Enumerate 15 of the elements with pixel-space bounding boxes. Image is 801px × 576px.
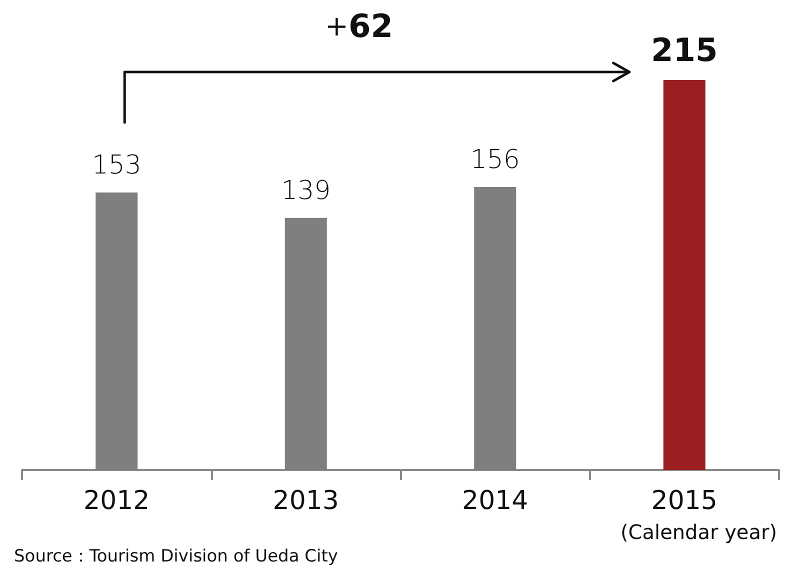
- bar: [96, 192, 138, 470]
- text: +62: [325, 7, 393, 45]
- source-note: Source：Tourism Division of Ueda City: [14, 546, 338, 566]
- x-tick-label: 2014: [462, 486, 528, 516]
- bar: [474, 187, 516, 470]
- data-label: 215: [650, 31, 718, 69]
- data-label: 153: [92, 150, 142, 180]
- bar: [663, 80, 706, 470]
- x-tick-label: 2015: [651, 486, 718, 516]
- x-tick-label: 2012: [84, 486, 150, 516]
- data-label: 156: [470, 145, 520, 176]
- text: (Calendar year): [620, 520, 777, 544]
- data-label: 139: [281, 176, 331, 206]
- x-tick-label: 2013: [272, 486, 339, 516]
- bar: [284, 218, 327, 470]
